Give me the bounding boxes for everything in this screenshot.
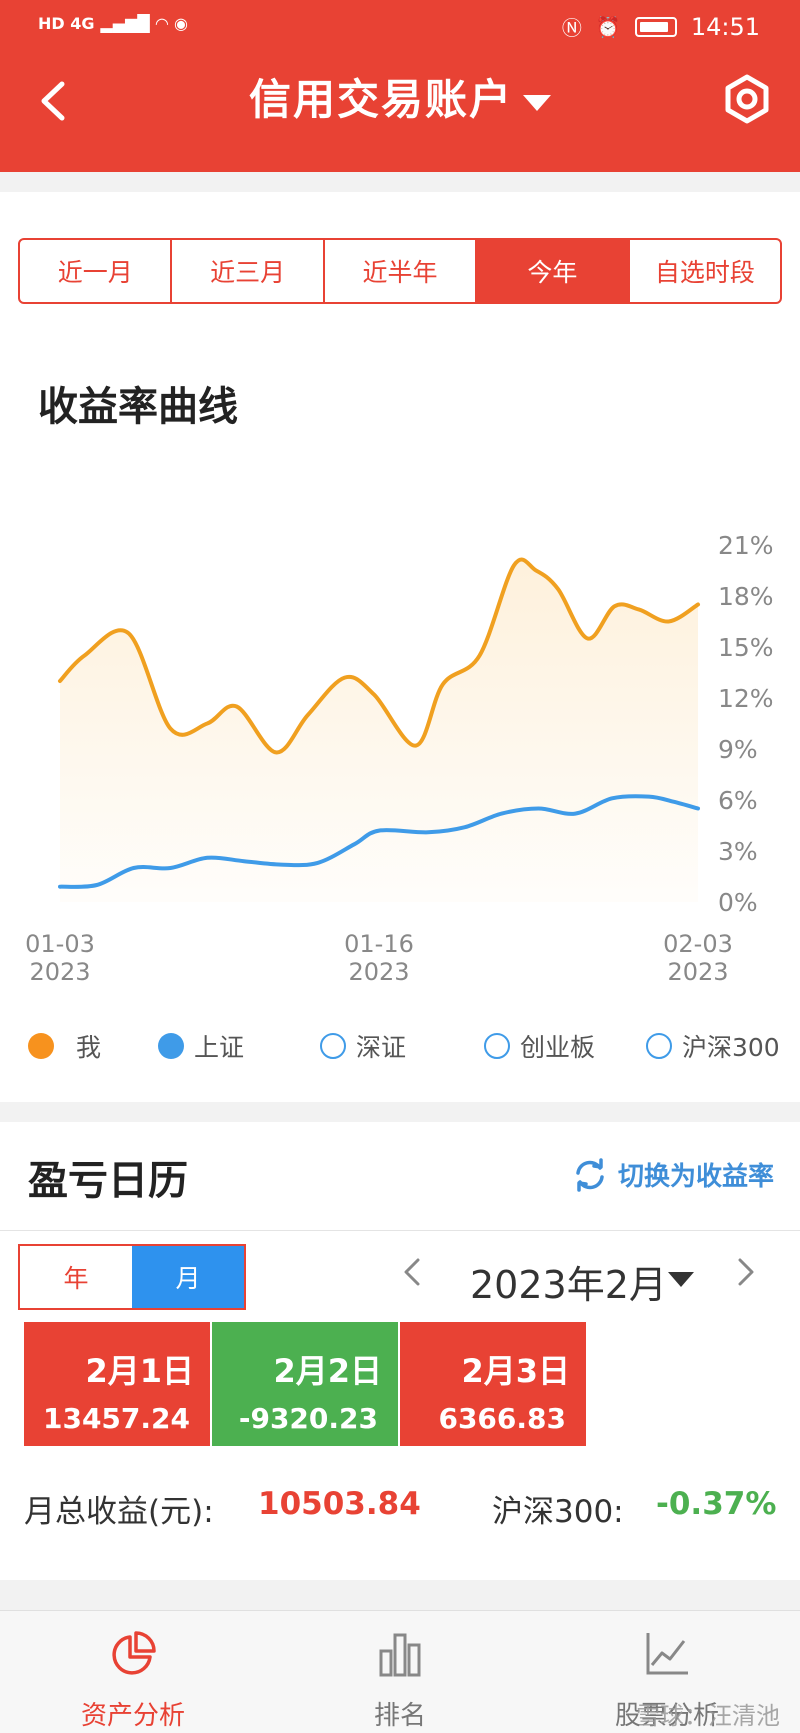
x-tick-date: 01-03: [25, 930, 95, 958]
legend-circle-icon: [320, 1033, 346, 1059]
bottom-nav: 资产分析 排名 股票分析: [0, 1610, 800, 1733]
legend-label: 深证: [356, 1033, 407, 1062]
y-tick-label: 9%: [718, 735, 758, 764]
calendar-title: 盈亏日历: [28, 1158, 188, 1204]
current-month-picker[interactable]: 2023年2月: [470, 1263, 667, 1307]
y-tick-label: 21%: [718, 531, 774, 560]
legend-item-chinext[interactable]: 创业板: [484, 1028, 595, 1064]
page-title: 信用交易账户: [248, 75, 513, 124]
signal-icon: ▂▄▆█: [100, 14, 150, 33]
alarm-icon: ⏰: [595, 14, 621, 39]
legend-item-csi300[interactable]: 沪深300: [646, 1028, 780, 1064]
app-header: HD 4G ▂▄▆█ ◠ ◉ Ⓝ ⏰ 14:51 信用交易账户: [0, 0, 800, 172]
next-month-icon[interactable]: [734, 1252, 758, 1301]
month-navigator: 2023年2月: [396, 1250, 782, 1307]
legend-dot-icon: [28, 1033, 54, 1059]
y-tick-label: 15%: [718, 633, 774, 662]
day-date: 2月1日: [85, 1352, 194, 1390]
legend-item-szse[interactable]: 深证: [320, 1028, 406, 1064]
divider: [0, 1230, 800, 1231]
monthly-pnl-label: 月总收益(元):: [24, 1494, 214, 1530]
gear-icon[interactable]: [720, 72, 774, 126]
prev-month-icon[interactable]: [400, 1252, 424, 1301]
eye-icon: ◉: [174, 14, 189, 33]
benchmark-value: -0.37%: [656, 1486, 777, 1522]
wifi-icon: ◠: [155, 14, 169, 33]
legend-label: 我: [76, 1033, 102, 1062]
nav-bar: 信用交易账户: [0, 56, 800, 172]
yield-card: 近一月 近三月 近半年 今年 自选时段 收益率曲线 0% 3% 6% 9% 12% 15%…: [0, 192, 800, 1102]
y-tick-label: 6%: [718, 786, 758, 815]
calendar-day[interactable]: 2月2日 -9320.23: [212, 1322, 400, 1446]
series-line-me: [58, 557, 700, 755]
legend-label: 上证: [194, 1033, 245, 1062]
chart-legend: 我 上证 深证 创业板 沪深300: [0, 1012, 800, 1072]
nav-asset-analysis[interactable]: 资产分析: [0, 1611, 266, 1733]
toggle-month[interactable]: 月: [132, 1246, 244, 1308]
yield-line-chart: 0%3%6%9%12%15%18%21%01-03202301-16202302…: [25, 531, 774, 986]
period-tabs: 近一月 近三月 近半年 今年 自选时段: [18, 238, 782, 304]
caret-down-icon[interactable]: [668, 1272, 694, 1287]
benchmark-label: 沪深300:: [492, 1494, 624, 1530]
pnl-calendar-card: 盈亏日历 切换为收益率 年 月 2023年2月 2月1日 13457.24 2月…: [0, 1122, 800, 1580]
series-area-me: [60, 559, 698, 902]
tab-3-months[interactable]: 近三月: [172, 240, 325, 302]
switch-to-yield-button[interactable]: 切换为收益率: [572, 1156, 774, 1193]
legend-label: 创业板: [520, 1033, 596, 1062]
caret-down-icon: [523, 94, 551, 111]
x-tick-year: 2023: [667, 958, 728, 986]
legend-item-sse[interactable]: 上证: [158, 1028, 244, 1064]
status-time: 14:51: [690, 12, 760, 41]
chevron-left-icon[interactable]: [30, 76, 80, 126]
legend-dot-icon: [158, 1033, 184, 1059]
pie-chart-icon: [112, 1631, 156, 1675]
legend-circle-icon: [484, 1033, 510, 1059]
day-pnl: 6366.83: [438, 1402, 566, 1435]
monthly-pnl-value: 10503.84: [258, 1486, 421, 1522]
x-tick-year: 2023: [29, 958, 90, 986]
x-tick-date: 01-16: [344, 930, 414, 958]
status-right: Ⓝ ⏰ 14:51: [562, 12, 760, 41]
year-month-toggle: 年 月: [18, 1244, 246, 1310]
calendar-days: 2月1日 13457.24 2月2日 -9320.23 2月3日 6366.83: [24, 1322, 588, 1446]
chart-title: 收益率曲线: [38, 384, 238, 430]
line-chart-icon: [646, 1633, 688, 1675]
y-tick-label: 12%: [718, 684, 774, 713]
switch-label: 切换为收益率: [617, 1162, 774, 1192]
tab-custom-period[interactable]: 自选时段: [654, 258, 755, 287]
day-pnl: -9320.23: [238, 1402, 378, 1435]
status-bar: HD 4G ▂▄▆█ ◠ ◉ Ⓝ ⏰ 14:51: [0, 0, 800, 56]
calendar-day[interactable]: 2月1日 13457.24: [24, 1322, 212, 1446]
account-selector[interactable]: 信用交易账户: [0, 66, 800, 127]
status-left: HD 4G ▂▄▆█ ◠ ◉: [38, 14, 188, 33]
nfc-icon: Ⓝ: [561, 16, 582, 40]
legend-item-me[interactable]: 我: [28, 1028, 101, 1064]
legend-circle-icon: [646, 1033, 672, 1059]
day-date: 2月2日: [273, 1352, 382, 1390]
tab-1-month[interactable]: 近一月: [20, 240, 173, 302]
nav-label: 资产分析: [80, 1701, 185, 1731]
x-tick-date: 02-03: [663, 930, 733, 958]
y-tick-label: 3%: [718, 837, 758, 866]
legend-label: 沪深300: [682, 1033, 780, 1062]
nav-label: 排名: [373, 1701, 426, 1731]
day-pnl: 13457.24: [42, 1402, 190, 1435]
nav-ranking[interactable]: 排名: [267, 1611, 533, 1733]
network-indicator: HD 4G: [38, 14, 95, 33]
tab-half-year[interactable]: 近半年: [325, 240, 478, 302]
y-tick-label: 18%: [718, 582, 774, 611]
calendar-day[interactable]: 2月3日 6366.83: [400, 1322, 588, 1446]
tab-this-year[interactable]: 今年: [477, 240, 630, 302]
nav-label: 股票分析: [614, 1701, 719, 1731]
battery-icon: [634, 16, 677, 37]
nav-stock-analysis[interactable]: 股票分析: [534, 1611, 800, 1733]
y-tick-label: 0%: [718, 888, 758, 917]
bar-chart-icon: [379, 1633, 421, 1677]
toggle-year[interactable]: 年: [63, 1264, 89, 1293]
watermark: 雪球：汪清池: [636, 1702, 780, 1730]
refresh-icon: [576, 1157, 604, 1192]
day-date: 2月3日: [461, 1352, 570, 1390]
series-line-sse: [58, 794, 700, 889]
x-tick-year: 2023: [348, 958, 409, 986]
